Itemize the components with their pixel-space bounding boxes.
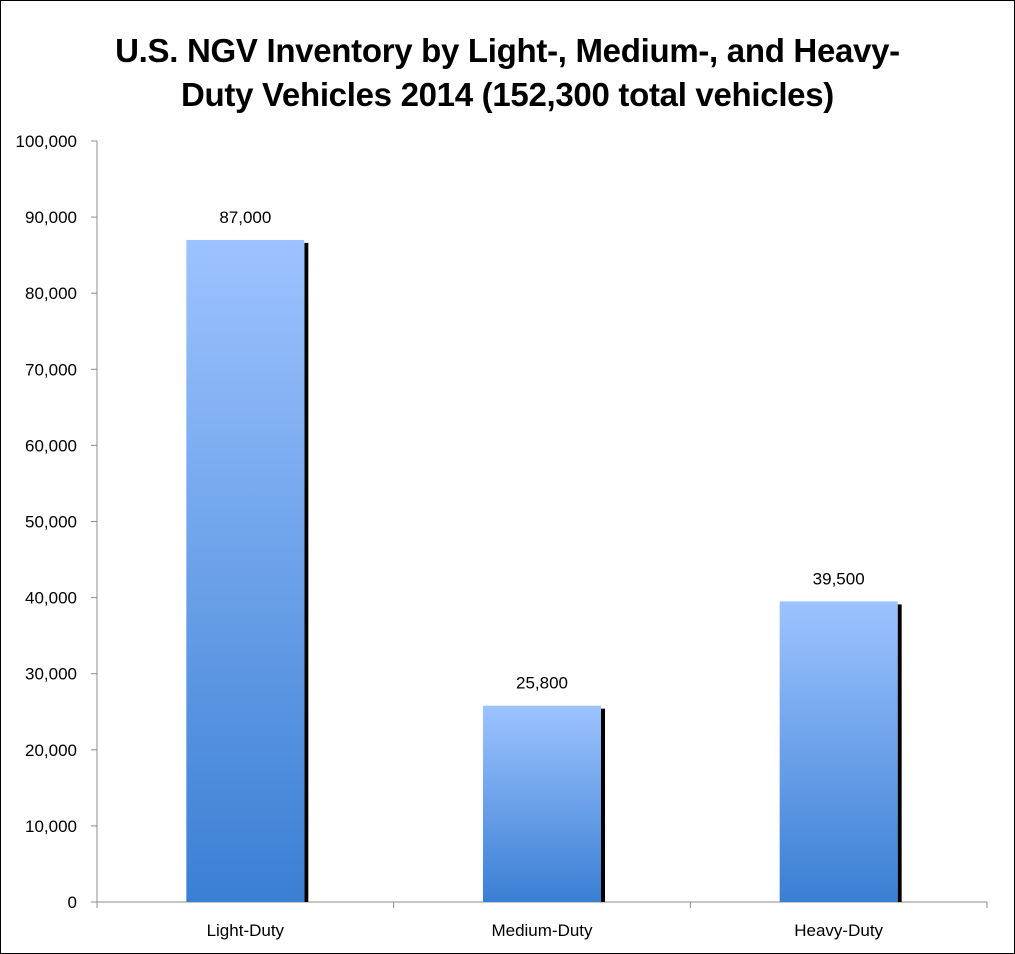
chart-title-line-1: U.S. NGV Inventory by Light-, Medium-, a…: [115, 32, 900, 69]
y-tick-label: 20,000: [25, 741, 77, 760]
x-tick-label: Medium-Duty: [491, 921, 593, 940]
y-tick-label: 40,000: [25, 589, 77, 608]
bar-shadow: [601, 708, 605, 902]
bar-medium-duty: [483, 705, 601, 902]
y-tick-label: 0: [68, 893, 77, 912]
y-tick-label: 30,000: [25, 665, 77, 684]
y-tick-label: 100,000: [16, 132, 77, 151]
x-tick-label: Light-Duty: [207, 921, 285, 940]
y-tick-label: 70,000: [25, 360, 77, 379]
bar-heavy-duty: [779, 601, 898, 902]
y-tick-label: 80,000: [25, 284, 77, 303]
x-tick-label: Heavy-Duty: [794, 921, 883, 940]
y-tick-label: 50,000: [25, 513, 77, 532]
labels: 0 10,000 20,000 30,000 40,000 50,000 60,000 70,…: [16, 132, 884, 940]
chart-title-line-2: Duty Vehicles 2014 (152,300 total vehicl…: [181, 76, 834, 113]
bar-light-duty: [186, 239, 305, 902]
bars: [186, 239, 902, 902]
bar-shadow: [897, 604, 902, 902]
y-tick-label: 60,000: [25, 436, 77, 455]
y-tick-label: 10,000: [25, 817, 77, 836]
data-label: 25,800: [516, 674, 568, 693]
chart-title: U.S. NGV Inventory by Light-, Medium-, a…: [1, 29, 1014, 117]
data-label: 39,500: [813, 569, 865, 588]
data-label: 87,000: [219, 208, 271, 227]
bar-shadow: [304, 242, 309, 902]
y-tick-label: 90,000: [25, 208, 77, 227]
